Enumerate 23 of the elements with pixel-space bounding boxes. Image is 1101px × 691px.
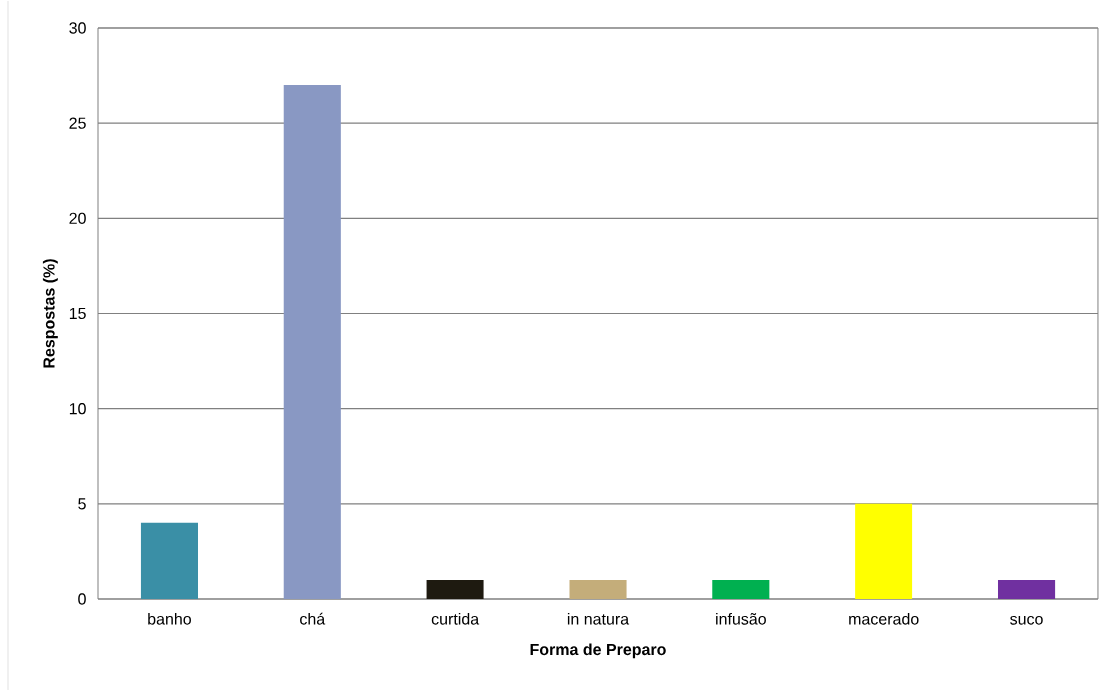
x-tick-label: infusão — [716, 612, 766, 625]
y-tick-label: 30 — [69, 22, 86, 34]
bar — [283, 85, 341, 599]
bar — [140, 522, 198, 599]
y-tick-label: 0 — [78, 593, 86, 605]
y-tick-label: 5 — [78, 498, 86, 510]
y-tick-label: 10 — [69, 403, 86, 415]
bar — [426, 579, 484, 599]
x-tick-label: in natura — [567, 612, 630, 625]
bar — [569, 579, 627, 599]
y-tick-label: 20 — [69, 212, 86, 224]
y-tick-label: 25 — [69, 117, 86, 129]
y-tick-label: 15 — [69, 307, 86, 320]
bar — [712, 579, 770, 599]
bar — [997, 579, 1056, 599]
x-tick-label: chá — [300, 612, 326, 625]
x-tick-label: curtida — [431, 612, 480, 625]
x-tick-label: banho — [148, 612, 191, 625]
x-tick-label: suco — [1010, 615, 1043, 625]
x-tick-label: macerado — [849, 612, 919, 625]
x-axis-title: Forma de Preparo — [530, 643, 666, 659]
bar — [855, 503, 913, 599]
y-axis-title: Respostas (%) — [42, 259, 58, 368]
